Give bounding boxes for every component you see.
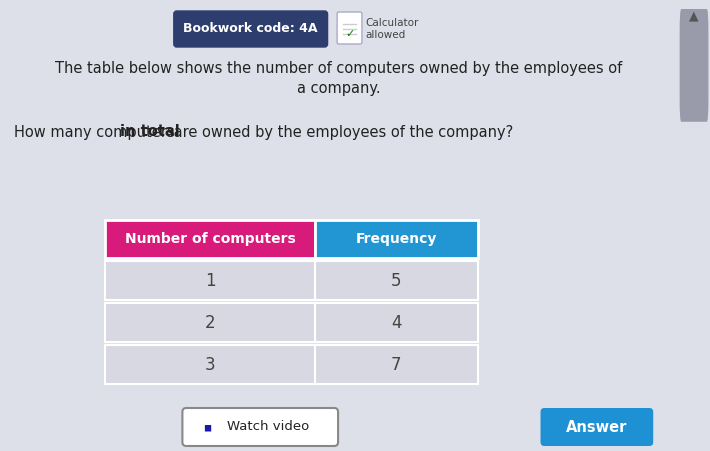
Text: Frequency: Frequency xyxy=(356,232,437,246)
Text: allowed: allowed xyxy=(366,30,406,40)
Text: 2: 2 xyxy=(204,313,215,331)
Text: in total: in total xyxy=(121,124,180,139)
Bar xyxy=(105,345,315,384)
Text: are owned by the employees of the company?: are owned by the employees of the compan… xyxy=(168,124,513,139)
Bar xyxy=(315,261,478,300)
Text: Calculator: Calculator xyxy=(366,18,419,28)
Text: 7: 7 xyxy=(391,355,402,373)
Text: 5: 5 xyxy=(391,272,402,290)
Text: 4: 4 xyxy=(391,313,402,331)
Text: a company.: a company. xyxy=(297,80,381,96)
Text: 1: 1 xyxy=(204,272,215,290)
Text: How many computers: How many computers xyxy=(14,124,180,139)
Text: Watch video: Watch video xyxy=(226,420,309,433)
FancyBboxPatch shape xyxy=(540,408,653,446)
Bar xyxy=(315,220,478,258)
Text: Number of computers: Number of computers xyxy=(125,232,295,246)
Text: The table below shows the number of computers owned by the employees of: The table below shows the number of comp… xyxy=(55,60,623,75)
Bar xyxy=(315,345,478,384)
Text: ✓: ✓ xyxy=(345,29,354,39)
FancyBboxPatch shape xyxy=(182,408,338,446)
FancyBboxPatch shape xyxy=(337,12,362,44)
FancyBboxPatch shape xyxy=(174,11,327,47)
Bar xyxy=(105,303,315,342)
Text: Bookwork code: 4A: Bookwork code: 4A xyxy=(183,23,318,36)
Text: ◼: ◼ xyxy=(203,422,212,432)
Bar xyxy=(105,220,315,258)
Bar xyxy=(105,261,315,300)
Text: ▲: ▲ xyxy=(689,9,699,22)
Bar xyxy=(315,303,478,342)
Text: Answer: Answer xyxy=(566,419,628,434)
FancyBboxPatch shape xyxy=(679,9,709,122)
Text: 3: 3 xyxy=(204,355,215,373)
